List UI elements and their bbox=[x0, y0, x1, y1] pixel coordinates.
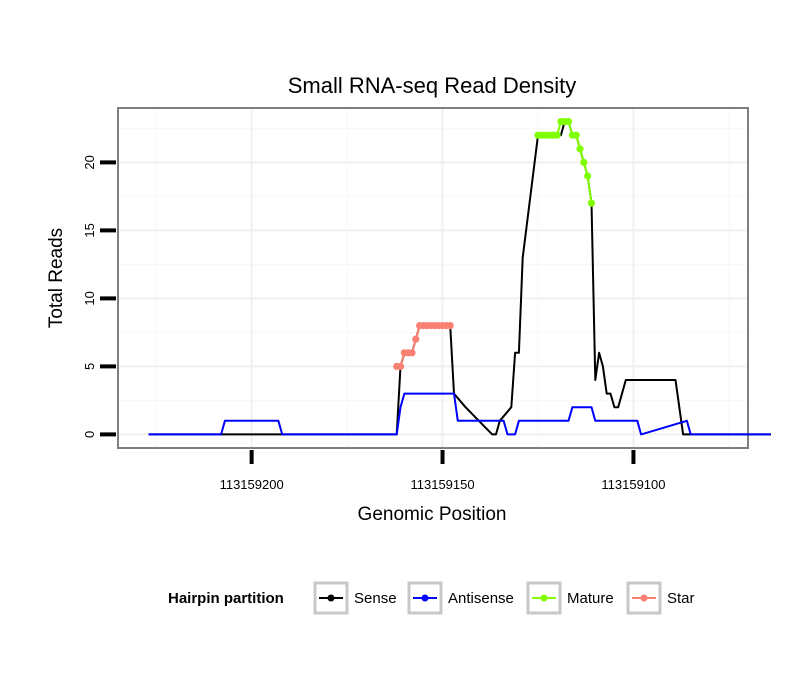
series-layer bbox=[148, 118, 771, 436]
legend-key-point bbox=[640, 594, 648, 602]
legend-entry-antisense: Antisense bbox=[407, 581, 514, 615]
data-point-star bbox=[412, 335, 420, 343]
data-point-mature bbox=[580, 158, 588, 166]
y-tick-label: 10 bbox=[82, 291, 97, 305]
data-point-mature bbox=[553, 131, 561, 139]
data-point-star bbox=[446, 322, 454, 330]
chart-title: Small RNA-seq Read Density bbox=[288, 73, 577, 98]
legend-entry-star: Star bbox=[626, 581, 695, 615]
legend-entry-mature: Mature bbox=[526, 581, 614, 615]
data-point-star bbox=[408, 349, 416, 357]
plot-panel-border bbox=[117, 107, 749, 449]
legend-label: Mature bbox=[567, 590, 614, 607]
x-axis: 113159200 113159150 113159100 bbox=[220, 450, 666, 492]
data-point-mature bbox=[572, 131, 580, 139]
legend-key-point bbox=[327, 594, 335, 602]
legend-title: Hairpin partition bbox=[168, 590, 284, 607]
legend-label: Antisense bbox=[448, 590, 514, 607]
x-tick-label: 113159200 bbox=[220, 477, 284, 492]
legend-label: Sense bbox=[354, 590, 397, 607]
legend-key-point bbox=[540, 594, 548, 602]
data-point-star bbox=[396, 362, 405, 370]
legend-entry-sense: Sense bbox=[313, 581, 397, 615]
legend-key-point bbox=[421, 594, 429, 602]
series-antisense bbox=[148, 392, 771, 436]
data-point-mature bbox=[576, 145, 584, 153]
y-tick-label: 0 bbox=[82, 431, 97, 438]
legend: Hairpin partition Sense Antisense Mature St… bbox=[168, 581, 695, 615]
x-tick-label: 113159100 bbox=[601, 477, 665, 492]
y-tick-label: 20 bbox=[82, 155, 97, 169]
x-axis-title: Genomic Position bbox=[358, 504, 507, 525]
x-tick-label: 113159150 bbox=[410, 477, 474, 492]
y-axis: 0 5 10 15 20 bbox=[82, 155, 116, 438]
data-point-mature bbox=[587, 199, 596, 207]
y-tick-label: 5 bbox=[82, 363, 97, 370]
data-point-mature bbox=[564, 118, 573, 126]
series-line-antisense bbox=[148, 392, 771, 436]
series-star bbox=[393, 322, 454, 370]
series-mature bbox=[534, 118, 596, 207]
legend-label: Star bbox=[667, 590, 695, 607]
y-tick-label: 15 bbox=[82, 223, 97, 237]
data-point-mature bbox=[584, 172, 592, 180]
y-axis-title: Total Reads bbox=[46, 228, 67, 328]
